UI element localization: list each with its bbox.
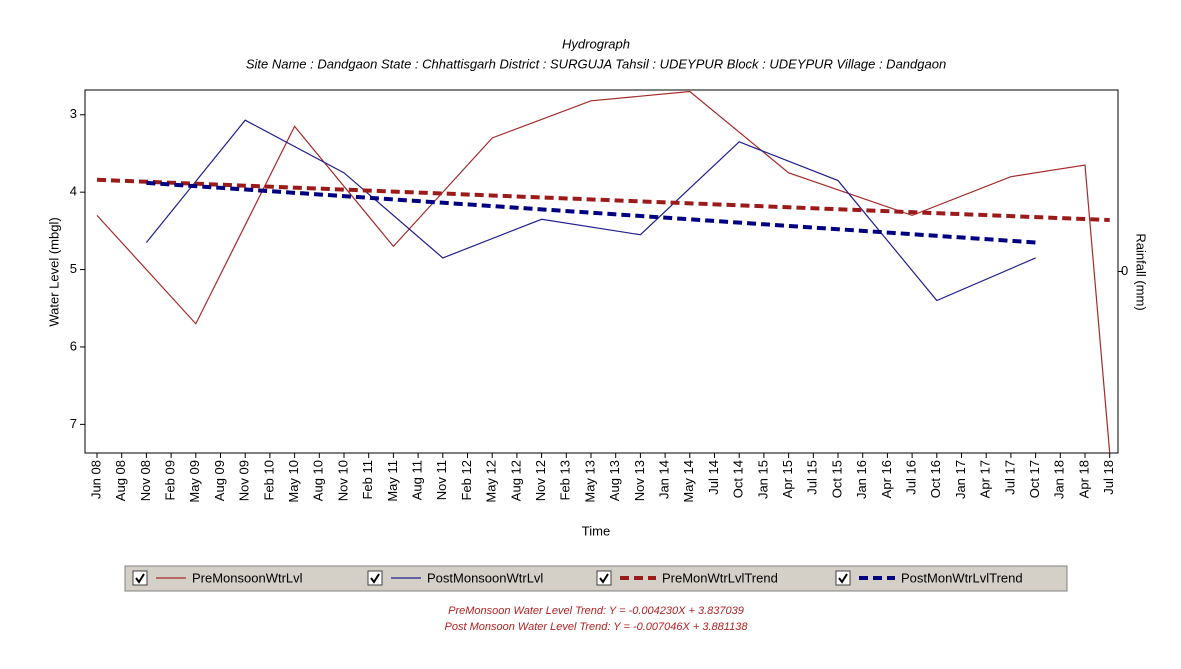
legend-label: PostMonsoonWtrLvl [427,570,543,585]
x-tick-label: May 10 [286,460,301,503]
x-tick-label: Oct 16 [928,460,943,498]
x-tick-label: May 11 [385,460,400,502]
x-tick-label: Feb 11 [360,460,375,500]
x-tick-label: Apr 18 [1076,460,1091,498]
x-tick-label: Apr 17 [978,460,993,498]
trend-line [96,177,1110,223]
legend-label: PostMonWtrLvlTrend [901,570,1023,585]
x-tick-label: Oct 14 [731,460,746,498]
x-tick-label: Oct 17 [1027,460,1042,498]
x-tick-label: Jul 18 [1101,460,1116,495]
legend-label: PreMonsoonWtrLvl [192,570,303,585]
x-tick-label: May 14 [681,460,696,503]
x-tick-label: May 09 [187,460,202,503]
x-axis-label: Time [582,523,610,538]
y2-tick-label: 0 [1121,263,1128,278]
x-tick-label: Jan 17 [953,460,968,499]
x-tick-label: Jun 08 [88,460,103,499]
legend-checkbox[interactable] [367,570,383,586]
legend-label: PreMonWtrLvlTrend [662,570,778,585]
series-line [96,90,1111,453]
legend [124,565,1068,592]
legend-checkbox[interactable] [132,570,148,586]
legend-check [135,573,145,584]
x-tick-label: May 13 [582,460,597,503]
x-tick-label: Jan 16 [854,460,869,499]
annotation: PreMonsoon Water Level Trend: Y = -0.004… [448,605,744,617]
legend-check [838,573,848,584]
x-tick-label: Jul 15 [805,460,820,495]
x-tick-label: Aug 11 [410,460,425,500]
legend-checkbox[interactable] [835,570,851,586]
legend-checkbox[interactable] [596,570,612,586]
y-axis-label: Water Level (mbgl) [46,217,61,326]
x-tick-label: Apr 16 [879,460,894,498]
chart-title: Hydrograph [562,36,630,51]
x-tick-label: Feb 12 [459,460,474,500]
annotation: Post Monsoon Water Level Trend: Y = -0.0… [445,621,749,633]
y-tick-label: 5 [70,261,77,276]
x-tick-label: Nov 09 [237,460,252,501]
x-tick-label: Aug 10 [311,460,326,501]
x-tick-label: Oct 15 [829,460,844,498]
trend-line [146,180,1036,245]
y-tick-label: 6 [70,338,77,353]
x-tick-label: Nov 12 [533,460,548,501]
legend-check [599,573,609,584]
x-tick-label: Apr 15 [780,460,795,498]
x-tick-label: Jul 16 [904,460,919,495]
x-tick-label: May 12 [484,460,499,503]
x-tick-label: Jan 15 [755,460,770,499]
x-tick-label: Aug 08 [113,460,128,501]
series-line [145,119,1036,302]
y2-axis-label: Rainfall (mm) [1134,233,1149,310]
x-tick-label: Jan 18 [1052,460,1067,499]
x-tick-label: Nov 10 [335,460,350,501]
x-tick-label: Jul 17 [1002,460,1017,495]
x-tick-label: Jul 14 [706,460,721,495]
x-tick-label: Feb 09 [163,460,178,500]
x-tick-label: Aug 12 [508,460,523,501]
x-tick-label: Aug 09 [212,460,227,501]
x-tick-label: Feb 13 [558,460,573,500]
x-tick-label: Nov 13 [632,460,647,501]
legend-check [370,573,380,584]
x-tick-label: Nov 11 [434,460,449,500]
chart-subtitle: Site Name : Dandgaon State : Chhattisgar… [246,56,946,71]
y-tick-label: 3 [70,106,77,121]
y-tick-label: 4 [70,184,77,199]
x-tick-label: Nov 08 [138,460,153,501]
x-tick-label: Aug 13 [607,460,622,501]
x-tick-label: Jan 14 [657,460,672,499]
x-tick-label: Feb 10 [261,460,276,500]
y-tick-label: 7 [70,416,77,431]
